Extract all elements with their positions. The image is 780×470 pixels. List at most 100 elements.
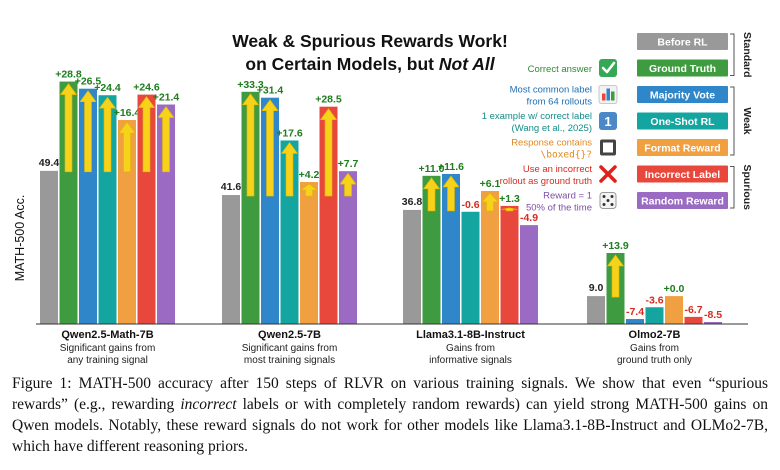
bars-layer: 49.4 +28.8+26.5+24.4 +16.4 +24.6+21.4 Qwen2.… <box>39 69 722 366</box>
gain-arrow <box>339 172 357 197</box>
gain-arrow <box>241 93 260 197</box>
bar-label-format: +0.0 <box>664 283 685 295</box>
bar-before-rl <box>587 296 605 324</box>
legend-bracket-label: Spurious <box>741 164 753 210</box>
gain-arrow <box>118 121 136 173</box>
bar-label-ground-truth: +11.0 <box>419 163 445 175</box>
bar-random <box>704 322 722 324</box>
bar-label-majority: +11.6 <box>438 161 464 173</box>
bar-label-random: +7.7 <box>338 158 359 170</box>
bar-label-random: -4.9 <box>520 212 538 224</box>
legend-bracket-label: Standard <box>741 32 753 78</box>
caption-segment: labels or with completely random rewards… <box>12 396 768 455</box>
bar-random <box>339 171 357 324</box>
bar-incorrect <box>500 205 519 324</box>
legend-label: Ground Truth <box>649 63 716 75</box>
legend-item-random: Random Reward Reward = 150% of the time <box>526 191 728 214</box>
legend-bracket-standard: Standard <box>730 32 753 78</box>
bar-majority <box>442 173 460 324</box>
bar-group-4: 9.0 +13.9 -7.4-3.6+0.0 -6.7 -8.5 Olmo2-7B Gain… <box>587 240 722 366</box>
group-label: Llama3.1-8B-Instruct <box>416 329 525 341</box>
gain-arrow <box>422 177 441 212</box>
bar-format <box>118 120 136 325</box>
bar-label-majority: +26.5 <box>75 76 102 88</box>
bar-group-1: 49.4 +28.8+26.5+24.4 +16.4 +24.6+21.4 Qwen2.… <box>39 69 180 366</box>
legend-label: Incorrect Label <box>645 169 720 181</box>
group-subtitle: Significant gains from <box>242 343 338 354</box>
bar-random <box>157 104 175 325</box>
legend-desc: Response contains <box>511 138 592 149</box>
group-subtitle: Significant gains from <box>60 343 156 354</box>
legend-label: Majority Vote <box>650 90 715 102</box>
legend-desc: Use an incorrect <box>523 164 593 175</box>
bar-incorrect <box>137 94 156 324</box>
gain-arrow <box>79 90 97 173</box>
bar-label-oneshot: +17.6 <box>276 127 303 139</box>
group-subtitle: Gains from <box>446 343 495 354</box>
group-subtitle: ground truth only <box>617 355 692 366</box>
group-label: Qwen2.5-7B <box>258 329 321 341</box>
legend-desc: 1 example w/ correct label <box>482 111 592 122</box>
bar-label-incorrect: +1.3 <box>499 193 520 205</box>
bar-label-format: +16.4 <box>114 107 141 119</box>
legend-desc: 50% of the time <box>526 203 592 214</box>
bar-chart-icon <box>598 85 618 104</box>
legend-item-ground-truth: Ground Truth Correct answer <box>528 59 728 77</box>
gain-arrow <box>59 83 78 173</box>
bar-label-incorrect: +28.5 <box>315 94 342 106</box>
group-label: Qwen2.5-Math-7B <box>61 329 153 341</box>
gain-arrow <box>319 108 338 197</box>
gain-arrow <box>300 183 318 197</box>
cross-icon <box>599 165 617 183</box>
gain-arrow <box>157 106 175 173</box>
bar-before-rl <box>403 209 421 324</box>
group-label: Olmo2-7B <box>629 329 681 341</box>
bar-label-majority: -7.4 <box>626 306 644 318</box>
legend-desc-code: \boxed{}? <box>541 150 592 161</box>
chart: Weak & Spurious Rewards Work! on Certain… <box>13 31 753 366</box>
y-axis-label: MATH-500 Acc. <box>13 195 27 282</box>
legend-label: Format Reward <box>644 143 720 155</box>
legend-item-oneshot: One-Shot RL 1 1 example w/ correct label(W… <box>482 111 728 134</box>
bar-incorrect <box>319 106 338 324</box>
legend-label: Random Reward <box>641 196 724 208</box>
bar-ground-truth <box>422 175 441 324</box>
bar-label-ground-truth: +33.3 <box>237 79 264 91</box>
legend-swatch <box>637 165 728 183</box>
check-icon <box>599 59 617 77</box>
bar-format <box>665 296 683 324</box>
bar-label-oneshot: -0.6 <box>461 199 479 211</box>
bar-group-2: 41.6 +33.3+31.4 +17.6 +4.2 +28.5 +7.7 Qwen2.5-… <box>221 79 359 366</box>
bar-majority <box>626 319 644 324</box>
legend-swatch <box>637 33 728 50</box>
bar-label-random: +21.4 <box>153 92 180 104</box>
bar-oneshot <box>98 95 117 324</box>
bar-label-incorrect: +24.6 <box>133 82 160 94</box>
svg-text:1: 1 <box>604 114 611 129</box>
bar-oneshot <box>461 211 480 324</box>
chart-title-line2: on Certain Models, but Not All <box>245 54 495 74</box>
legend-desc: Reward = 1 <box>543 191 592 202</box>
bar-label-before-rl: 36.8 <box>402 196 423 208</box>
legend: Before RL Ground Truth Correct answer Major… <box>482 32 753 214</box>
gain-arrow <box>98 96 117 173</box>
bar-label-majority: +31.4 <box>257 85 284 97</box>
group-subtitle: any training signal <box>67 355 148 366</box>
bar-label-ground-truth: +28.8 <box>55 69 82 81</box>
gain-arrow <box>501 207 518 212</box>
group-subtitle: Gains from <box>630 343 679 354</box>
gain-arrow <box>481 192 499 212</box>
legend-label: Before RL <box>657 37 708 49</box>
bar-random <box>520 225 538 324</box>
legend-swatch <box>637 112 728 130</box>
bar-label-oneshot: -3.6 <box>645 294 663 306</box>
bar-label-format: +6.1 <box>480 178 501 190</box>
figure-caption: Figure 1: MATH-500 accuracy after 150 st… <box>12 373 768 457</box>
gain-arrow <box>280 141 299 197</box>
bar-group-3: 36.8 +11.0+11.6 -0.6+6.1 +1.3-4.9 Llama3.1-8… <box>402 161 538 366</box>
bar-before-rl <box>40 170 58 324</box>
dice-icon <box>599 192 617 209</box>
gain-arrow <box>442 175 460 212</box>
